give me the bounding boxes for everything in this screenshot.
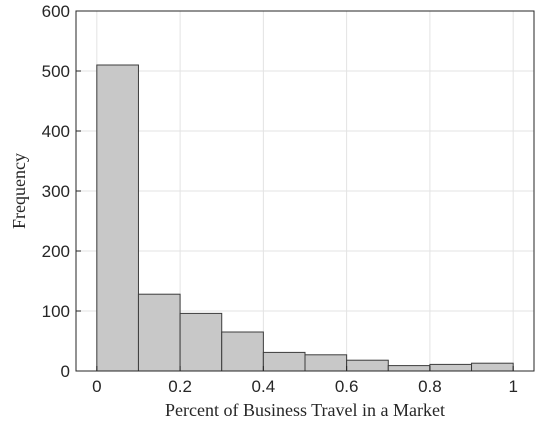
y-tick-label: 600 [42, 2, 70, 21]
x-axis-ticks: 0 0.2 0.4 0.6 0.8 1 [92, 366, 518, 396]
x-tick-label: 0.8 [418, 377, 442, 396]
x-tick-label: 0.2 [168, 377, 192, 396]
histogram-bar [387, 365, 431, 372]
histogram-bar [346, 359, 389, 372]
y-tick-label: 400 [42, 122, 70, 141]
x-axis-label: Percent of Business Travel in a Market [165, 400, 445, 420]
histogram-bar [304, 354, 348, 372]
histogram-bar [429, 363, 473, 372]
histogram-bar [137, 293, 181, 372]
histogram-bar [221, 331, 264, 372]
histogram-bars [96, 64, 514, 372]
y-axis-ticks: 0 100 200 300 400 500 600 [42, 2, 81, 381]
x-tick-label: 0 [92, 377, 101, 396]
histogram-bar [96, 64, 139, 372]
x-tick-label: 0.4 [252, 377, 276, 396]
y-tick-label: 100 [42, 302, 70, 321]
y-axis-label: Frequency [9, 153, 29, 229]
histogram-bar [179, 312, 223, 372]
y-tick-label: 0 [61, 362, 70, 381]
y-tick-label: 300 [42, 182, 70, 201]
y-tick-label: 200 [42, 242, 70, 261]
histogram-bar [262, 351, 306, 372]
y-tick-label: 500 [42, 62, 70, 81]
x-tick-label: 1 [508, 377, 517, 396]
x-tick-label: 0.6 [335, 377, 359, 396]
histogram-bar [471, 362, 514, 372]
